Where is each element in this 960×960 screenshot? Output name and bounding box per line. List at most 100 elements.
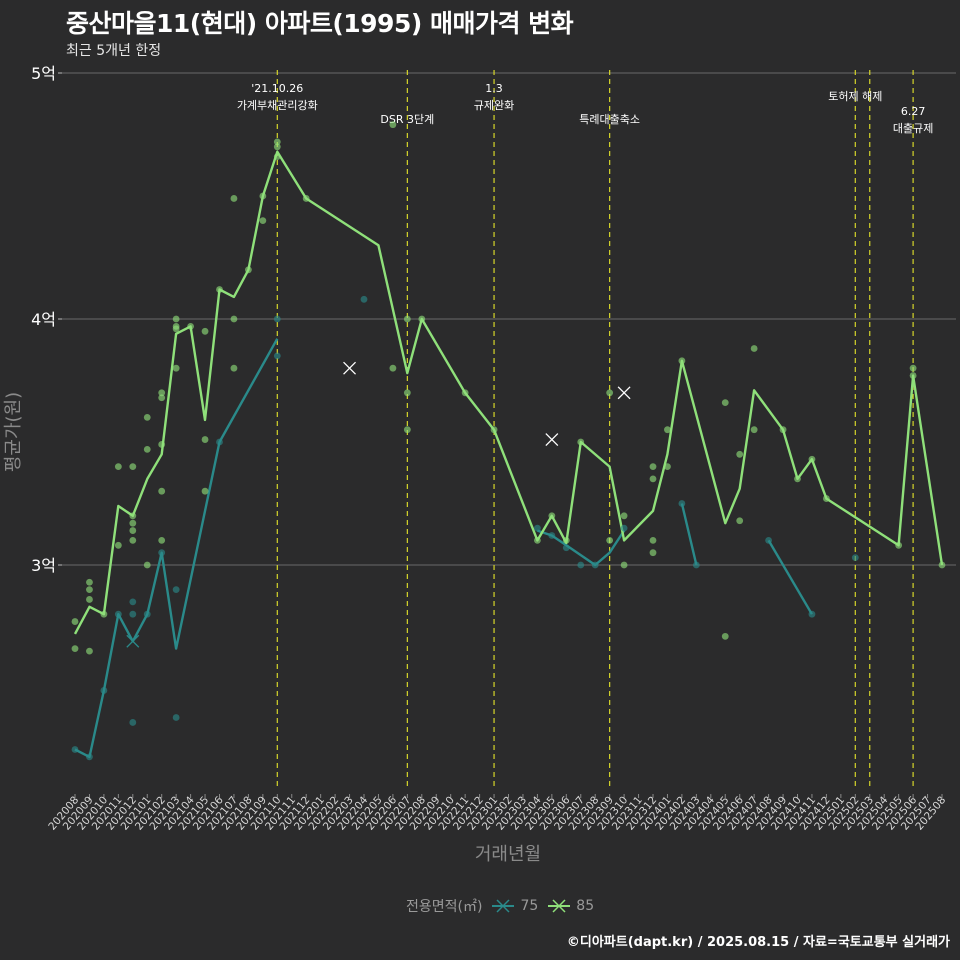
series-85-point — [172, 315, 180, 323]
series-85-point — [909, 372, 917, 379]
series-85-point — [129, 463, 137, 470]
series-85-point — [230, 315, 238, 323]
x-axis: 2020082020092020102020112020122021012021… — [46, 794, 948, 833]
series-75-point — [620, 524, 628, 532]
series-85-point — [71, 618, 79, 625]
event-annotation: DSR 3단계 — [380, 113, 434, 126]
series-85-point — [721, 632, 729, 640]
series-85-point — [201, 327, 209, 335]
series-75-point — [114, 610, 122, 618]
series-85-point — [114, 541, 122, 549]
series-85-point — [678, 357, 686, 365]
series-85-point — [143, 561, 151, 569]
series-75-line — [767, 539, 813, 615]
series-lines — [73, 150, 944, 759]
y-tick-label: 4억 — [31, 310, 56, 329]
series-75-point — [360, 295, 368, 303]
cross-stroke — [545, 433, 559, 446]
series-85-point — [172, 364, 180, 372]
series-85-point — [808, 455, 816, 463]
series-85-point — [461, 389, 469, 397]
event-annotation: 대출규제 — [893, 122, 933, 135]
series-85-point — [143, 414, 151, 421]
series-85-point — [273, 138, 281, 146]
series-85-point — [823, 495, 830, 502]
chart-subtitle: 최근 5개년 한정 — [66, 43, 162, 59]
legend-label-85: 85 — [576, 898, 595, 914]
series-85-point — [129, 512, 137, 520]
series-75-line — [680, 503, 698, 566]
series-85-point — [750, 426, 758, 434]
legend-key-75 — [492, 899, 515, 913]
series-85-point — [649, 537, 657, 544]
series-85-point — [606, 537, 614, 544]
series-85-point — [158, 389, 166, 397]
series-75-point — [562, 544, 570, 552]
series-75-point — [692, 561, 700, 569]
series-75-point — [678, 500, 686, 507]
y-axis-label: 평균가(원) — [3, 392, 24, 472]
series-75-point — [129, 719, 137, 726]
series-85-point — [620, 512, 628, 520]
series-85-point — [71, 645, 79, 653]
series-85-point — [562, 537, 570, 544]
series-85-point — [403, 315, 411, 323]
series-75-point — [100, 687, 108, 694]
series-85-point — [606, 389, 614, 397]
cross-stroke — [343, 361, 357, 375]
series-85-line — [73, 150, 944, 635]
series-85-point — [534, 537, 541, 544]
series-points — [71, 121, 946, 761]
series-85-point — [259, 192, 267, 200]
event-annotation: 규제완화 — [474, 99, 514, 112]
series-85-point — [230, 364, 238, 372]
legend-key-85 — [548, 899, 571, 913]
series-85-point — [389, 364, 397, 372]
series-85-point — [909, 364, 917, 372]
legend-label-75: 75 — [520, 898, 539, 914]
series-85-point — [938, 561, 946, 569]
series-85-cross-marker — [545, 433, 559, 446]
series-85-point — [245, 266, 252, 274]
event-annotation: 6.27 — [901, 105, 926, 118]
series-75-point — [548, 532, 556, 539]
legend-title: 전용면적(㎡) — [406, 899, 483, 915]
series-85-point — [143, 445, 151, 453]
source-caption: ©디아파트(dapt.kr) / 2025.08.15 / 자료=국토교통부 실… — [566, 935, 950, 950]
series-85-point — [86, 578, 93, 586]
series-85-point — [129, 537, 137, 544]
cross-stroke — [126, 634, 140, 648]
series-85-point — [389, 121, 397, 129]
series-85-point — [664, 463, 671, 470]
series-85-point — [158, 394, 166, 402]
series-85-point — [129, 519, 137, 527]
series-85-point — [302, 195, 310, 202]
series-85-point — [779, 426, 787, 434]
series-75-point — [273, 315, 281, 323]
series-85-point — [418, 315, 426, 323]
series-85-cross-marker — [617, 386, 631, 400]
y-tick-label: 5억 — [31, 64, 56, 83]
legend: 전용면적(㎡) 75 85 — [406, 896, 594, 916]
event-annotation: 특례대출축소 — [579, 113, 640, 126]
series-85-cross-marker — [343, 361, 357, 375]
grid-lines — [62, 72, 956, 566]
series-85-point — [86, 647, 93, 655]
series-85-point — [403, 426, 411, 434]
series-85-point — [259, 217, 267, 225]
series-85-point — [664, 426, 671, 434]
series-85-point — [273, 143, 281, 151]
event-annotation: 토허제 해제 — [828, 89, 882, 103]
series-75-point — [534, 524, 541, 532]
series-85-point — [100, 610, 108, 618]
series-85-point — [201, 436, 209, 443]
series-75-point — [765, 537, 772, 544]
series-85-point — [736, 450, 744, 458]
event-annotation: 가계부채관리강화 — [237, 99, 318, 112]
series-85-point — [750, 345, 758, 352]
series-85-point — [403, 389, 411, 397]
y-axis: 3억 4억 5억 — [31, 64, 62, 575]
series-85-point — [172, 325, 180, 333]
series-85-point — [649, 475, 657, 483]
